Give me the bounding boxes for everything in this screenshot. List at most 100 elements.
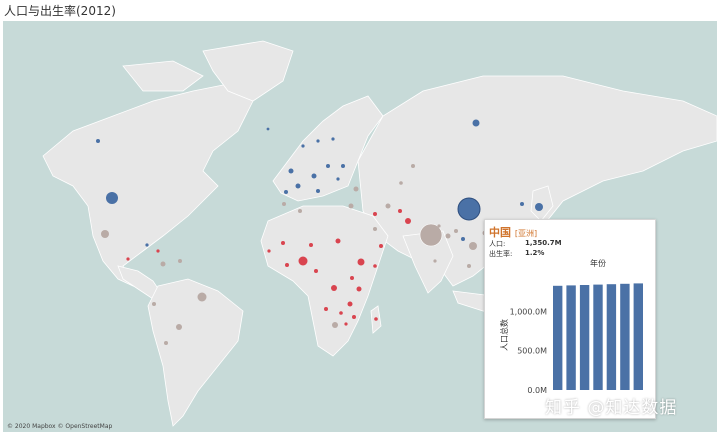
map-canvas[interactable] [3,21,717,432]
bubble-spain[interactable] [284,190,288,194]
chart-y-tick-label: 500.0M [517,347,547,356]
bubble-russia[interactable] [472,119,480,127]
tooltip-country-name: 中国 [489,226,511,239]
chart-bars [553,283,643,390]
bubble-tanzania[interactable] [347,301,353,307]
land-greenland [202,40,294,102]
bubble-morocco[interactable] [282,202,286,206]
bubble-cameroon[interactable] [314,269,318,273]
chart-bar[interactable] [593,284,603,390]
land-japan [530,185,554,222]
bubble-bangladesh[interactable] [445,233,451,239]
bubble-ethiopia[interactable] [357,258,365,266]
bubble-france[interactable] [295,183,301,189]
chart-bar[interactable] [620,283,630,390]
bubble-saudi[interactable] [373,227,377,231]
bubble-mali[interactable] [281,241,285,245]
bubble-uganda[interactable] [350,276,354,280]
bubble-turkey[interactable] [353,186,359,192]
chart-title: 年份 [590,258,606,268]
chart-y-tick-label: 0.0M [527,386,547,395]
bubble-venezuela[interactable] [178,259,182,263]
bubble-ukraine[interactable] [341,164,345,168]
chart-y-axis-label: 人口总数 [499,319,509,351]
bubble-italy[interactable] [316,189,320,193]
bubble-japan[interactable] [535,203,543,211]
bubble-canada[interactable] [96,139,100,143]
bubble-pakistan[interactable] [405,218,411,224]
bubble-zambia[interactable] [339,311,343,315]
tooltip-birthrate-label: 出生率: [489,250,513,258]
bubble-romania[interactable] [336,177,340,181]
bubble-iraq[interactable] [373,212,377,216]
bubble-sudan[interactable] [335,238,341,244]
bubble-madagascar[interactable] [374,317,378,321]
land-africa [260,205,389,357]
tooltip-population-row: 人口: 1,350.7M [489,239,562,249]
bubble-uzbekistan[interactable] [399,181,403,185]
bubble-germany[interactable] [311,173,317,179]
bubble-congo[interactable] [331,285,337,291]
bubble-korea[interactable] [520,202,524,206]
bubble-nepal[interactable] [437,224,441,228]
bubble-sweden[interactable] [316,139,320,143]
bubble-senegal[interactable] [267,249,271,253]
bubble-angola[interactable] [324,307,328,311]
tooltip-birthrate-value: 1.2% [525,249,545,257]
tooltip-population-label: 人口: [489,240,506,248]
land-south-america [147,278,244,427]
bubble-iceland[interactable] [266,127,270,131]
bubble-layer [96,119,645,391]
bubble-usa[interactable] [106,192,118,204]
bubble-mozambique[interactable] [352,315,356,319]
chart-y-tick-label: 1,000.0M [510,307,548,316]
page-title: 人口与出生率(2012) [4,4,116,18]
bubble-india[interactable] [419,223,443,247]
bubble-south-africa[interactable] [332,322,338,328]
bubble-kenya[interactable] [356,286,362,292]
chart-bar[interactable] [633,283,643,390]
bubble-malaysia[interactable] [467,264,471,268]
bubble-argentina[interactable] [176,324,182,330]
bubble-mexico[interactable] [101,230,109,238]
bubble-niger[interactable] [309,243,313,247]
bubble-thailand[interactable] [461,237,465,241]
bubble-norway[interactable] [301,144,305,148]
bubble-sri-lanka[interactable] [433,259,437,263]
bubble-peru[interactable] [152,302,156,306]
bubble-poland[interactable] [326,164,330,168]
bubble-chile[interactable] [164,341,168,345]
bubble-yemen[interactable] [379,244,383,248]
bubble-kazakhstan[interactable] [411,164,415,168]
bubble-china[interactable] [457,197,481,221]
bubble-finland[interactable] [331,137,335,141]
land-north-america [42,82,254,287]
tooltip-birthrate-row: 出生率: 1.2% [489,249,544,259]
bubble-ghana[interactable] [285,263,289,267]
bubble-uk[interactable] [288,168,294,174]
bubble-cuba[interactable] [145,243,149,247]
bubble-zimbabwe[interactable] [344,322,348,326]
bubble-brazil[interactable] [197,292,207,302]
bubble-egypt[interactable] [348,203,354,209]
tooltip-population-value: 1,350.7M [525,239,562,247]
bubble-indonesia[interactable] [469,242,477,250]
bubble-algeria[interactable] [298,209,302,213]
tooltip-panel: 中国 [亚洲] 人口: 1,350.7M 出生率: 1.2% 年份 人口总数 0… [484,219,656,419]
bubble-somalia[interactable] [373,264,377,268]
watermark: 知乎 @知达数据 [545,398,678,418]
bubble-nigeria[interactable] [298,256,308,266]
bubble-myanmar[interactable] [454,229,458,233]
bubble-haiti[interactable] [156,249,160,253]
bubble-afghanistan[interactable] [398,209,402,213]
chart-bar[interactable] [606,284,617,390]
tooltip-country: 中国 [亚洲] [489,224,537,240]
chart-bar[interactable] [566,285,576,390]
map-attribution[interactable]: © 2020 Mapbox © OpenStreetMap [7,423,113,430]
chart-bar[interactable] [553,285,563,390]
chart-bar[interactable] [579,285,590,390]
bubble-guatemala[interactable] [126,257,130,261]
bubble-colombia[interactable] [160,261,166,267]
bubble-iran[interactable] [385,203,391,209]
chart-y-ticks: 0.0M 500.0M 1,000.0M [510,307,548,395]
